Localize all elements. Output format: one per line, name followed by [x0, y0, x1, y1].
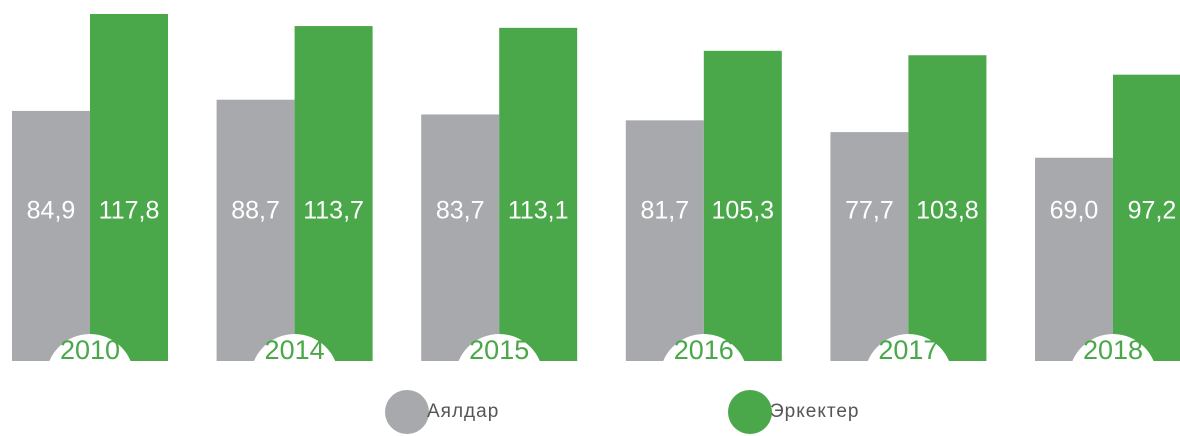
bar [1035, 157, 1113, 361]
value-label: 117,8 [99, 197, 160, 225]
value-label: 84,9 [27, 197, 76, 225]
x-tick-label: 2010 [60, 335, 120, 365]
bar [294, 26, 373, 362]
value-label: 88,7 [231, 197, 280, 225]
value-label: 113,1 [508, 197, 569, 225]
x-tick-label: 2015 [469, 335, 529, 365]
legend-label: Аялдар [427, 401, 499, 422]
x-tick-label: 2017 [878, 335, 938, 365]
bar [1113, 74, 1180, 361]
bar [12, 110, 90, 361]
legend-label: Эркектер [770, 401, 859, 422]
value-label: 113,7 [303, 197, 364, 225]
value-label: 77,7 [845, 197, 894, 225]
bar [625, 120, 704, 361]
bar [703, 50, 782, 361]
value-label: 69,0 [1050, 197, 1099, 225]
bar [499, 27, 578, 361]
bar [421, 114, 500, 362]
bar [830, 132, 909, 361]
x-tick-label: 2014 [265, 335, 325, 365]
value-label: 103,8 [916, 197, 979, 225]
legend-swatch [728, 390, 772, 434]
x-tick-label: 2018 [1083, 335, 1143, 365]
bar [908, 55, 987, 362]
baseline-mask [0, 361, 1180, 436]
bar [216, 99, 295, 361]
value-label: 105,3 [712, 197, 775, 225]
bar [90, 14, 168, 361]
x-tick-label: 2016 [674, 335, 734, 365]
value-label: 81,7 [640, 197, 689, 225]
value-label: 83,7 [436, 197, 485, 225]
value-label: 97,2 [1128, 197, 1177, 225]
legend-swatch [385, 390, 429, 434]
